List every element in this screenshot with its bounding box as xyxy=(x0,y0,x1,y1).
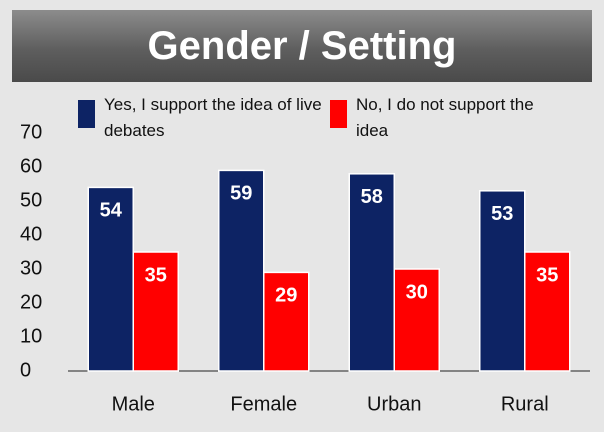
y-tick-label: 30 xyxy=(20,257,42,279)
bar xyxy=(132,251,179,372)
data-label: 53 xyxy=(491,203,513,225)
y-tick-label: 70 xyxy=(20,121,42,143)
bar xyxy=(479,190,526,372)
data-label: 59 xyxy=(230,183,252,205)
data-label: 58 xyxy=(361,186,383,208)
bar xyxy=(524,251,571,372)
data-label: 35 xyxy=(145,264,167,286)
data-label: 30 xyxy=(406,281,428,303)
data-label: 54 xyxy=(100,200,123,222)
data-label: 29 xyxy=(275,285,297,307)
legend-swatch xyxy=(330,100,347,128)
y-tick-label: 60 xyxy=(20,155,42,177)
x-tick-label: Female xyxy=(230,393,297,415)
y-tick-label: 20 xyxy=(20,291,42,313)
legend-label: Yes, I support the idea of live debates xyxy=(104,95,322,140)
chart-title: Gender / Setting xyxy=(12,10,592,82)
bar xyxy=(393,268,440,372)
data-label: 35 xyxy=(536,264,558,286)
legend-swatch xyxy=(78,100,95,128)
x-tick-label: Urban xyxy=(367,393,421,415)
y-tick-label: 40 xyxy=(20,223,42,245)
x-tick-label: Male xyxy=(112,393,155,415)
bar xyxy=(218,169,265,372)
x-tick-label: Rural xyxy=(501,393,549,415)
y-tick-label: 50 xyxy=(20,189,42,211)
bar xyxy=(87,186,134,372)
legend-label: No, I do not support the idea xyxy=(356,95,534,140)
y-tick-label: 0 xyxy=(20,359,31,381)
y-tick-label: 10 xyxy=(20,325,42,347)
bar xyxy=(263,271,310,372)
